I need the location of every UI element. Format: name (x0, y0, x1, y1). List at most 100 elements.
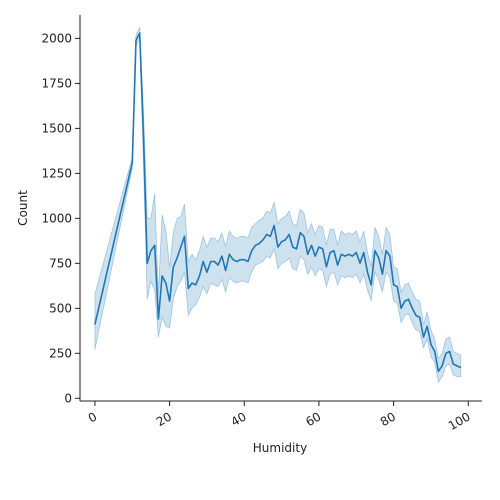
data-point (363, 252, 365, 254)
data-point (367, 271, 369, 273)
data-point (355, 252, 357, 254)
data-point (426, 325, 428, 327)
data-point (393, 284, 395, 286)
data-point (184, 235, 186, 237)
data-point (154, 244, 156, 246)
x-tick-label: 60 (303, 409, 323, 429)
data-point (400, 307, 402, 309)
data-point (221, 255, 223, 257)
data-point (408, 298, 410, 300)
data-point (445, 352, 447, 354)
data-point (262, 239, 264, 241)
data-point (415, 315, 417, 317)
data-point (139, 32, 141, 34)
x-tick-label: 20 (154, 409, 174, 429)
data-point (329, 252, 331, 254)
y-tick-label: 0 (64, 391, 72, 405)
data-point (348, 253, 350, 255)
data-point (131, 162, 133, 164)
x-tick-label: 40 (229, 409, 249, 429)
data-point (303, 235, 305, 237)
data-point (307, 253, 309, 255)
y-axis-label: Count (16, 190, 30, 226)
data-point (311, 244, 313, 246)
y-tick-label: 750 (49, 256, 72, 270)
data-point (423, 336, 425, 338)
data-point (240, 259, 242, 261)
data-point (452, 363, 454, 365)
data-point (266, 234, 268, 236)
data-point (456, 365, 458, 367)
data-point (191, 282, 193, 284)
data-point (437, 370, 439, 372)
data-point (165, 282, 167, 284)
data-point (419, 316, 421, 318)
data-point (176, 257, 178, 259)
data-point (374, 250, 376, 252)
data-point (143, 136, 145, 138)
data-point (333, 250, 335, 252)
axis-layer: 0 250 500 750 1000 1250 1500 1750 2000 0 20 40 60 80 1… (41, 15, 482, 433)
data-point (314, 255, 316, 257)
data-point (157, 318, 159, 320)
data-point (150, 250, 152, 252)
x-tick-label: 80 (378, 409, 398, 429)
confidence-band (94, 26, 462, 384)
y-tick-label: 250 (49, 346, 72, 360)
data-point (389, 255, 391, 257)
data-point (213, 261, 215, 263)
y-tick-label: 1000 (41, 211, 72, 225)
data-point (318, 246, 320, 248)
data-point (269, 235, 271, 237)
data-point (434, 351, 436, 353)
data-point (359, 262, 361, 264)
data-point (337, 264, 339, 266)
line-layer (94, 32, 462, 373)
data-point (344, 255, 346, 257)
data-point (169, 300, 171, 302)
y-tick-label: 1500 (41, 121, 72, 135)
x-axis-label: Humidity (253, 441, 307, 455)
data-point (217, 264, 219, 266)
data-point (251, 250, 253, 252)
series-line (94, 32, 462, 373)
data-point (296, 248, 298, 250)
y-tick-label: 500 (49, 301, 72, 315)
data-point (247, 261, 249, 263)
data-point (325, 266, 327, 268)
data-point (161, 275, 163, 277)
data-point (340, 253, 342, 255)
data-point (411, 307, 413, 309)
data-point (292, 246, 294, 248)
data-point (288, 234, 290, 236)
y-tick-label: 2000 (41, 31, 72, 45)
data-point (172, 266, 174, 268)
data-point (449, 351, 451, 353)
data-point (277, 246, 279, 248)
data-point (370, 284, 372, 286)
confidence-band-layer (94, 26, 462, 384)
data-point (135, 39, 137, 41)
data-point (199, 275, 201, 277)
data-point (255, 244, 257, 246)
data-point (322, 248, 324, 250)
data-point (441, 365, 443, 367)
data-point (430, 343, 432, 345)
data-point (378, 257, 380, 259)
data-point (281, 241, 283, 243)
data-point (243, 259, 245, 261)
data-point (225, 270, 227, 272)
data-point (258, 243, 260, 245)
data-point (94, 324, 96, 326)
data-point (180, 246, 182, 248)
data-point (396, 286, 398, 288)
data-point (187, 288, 189, 290)
data-point (284, 239, 286, 241)
data-point (232, 259, 234, 261)
x-tick-label: 0 (86, 409, 100, 425)
data-point (385, 250, 387, 252)
y-tick-label: 1250 (41, 166, 72, 180)
data-point (273, 225, 275, 227)
x-tick-label: 100 (446, 409, 473, 433)
